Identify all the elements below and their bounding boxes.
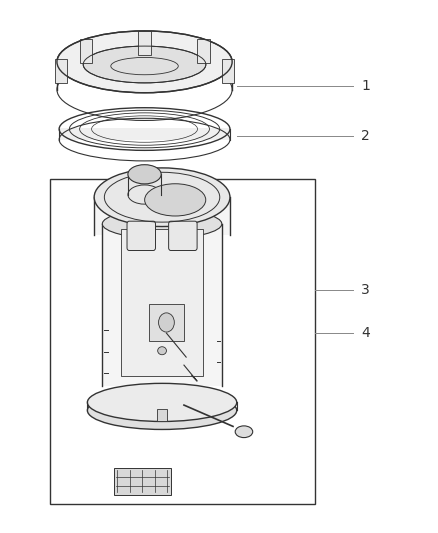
Circle shape (159, 313, 174, 332)
Ellipse shape (158, 346, 166, 355)
Ellipse shape (145, 184, 206, 216)
Ellipse shape (87, 391, 237, 430)
Text: 4: 4 (361, 326, 370, 340)
Bar (94, 197, 230, 235)
FancyBboxPatch shape (80, 39, 92, 63)
Ellipse shape (94, 168, 230, 227)
Ellipse shape (102, 209, 222, 239)
Text: 3: 3 (361, 284, 370, 297)
Ellipse shape (83, 46, 206, 83)
FancyBboxPatch shape (127, 221, 155, 251)
FancyBboxPatch shape (138, 31, 151, 55)
Text: 2: 2 (361, 129, 370, 143)
Ellipse shape (128, 165, 161, 184)
Bar (157, 409, 167, 421)
Ellipse shape (235, 426, 253, 438)
Bar (50, 179, 315, 504)
FancyBboxPatch shape (222, 59, 234, 83)
FancyBboxPatch shape (55, 59, 67, 83)
FancyBboxPatch shape (59, 128, 230, 140)
Bar (121, 229, 203, 376)
Bar (102, 224, 222, 386)
Bar (149, 304, 184, 341)
Ellipse shape (57, 31, 232, 93)
FancyBboxPatch shape (169, 221, 197, 251)
FancyBboxPatch shape (197, 39, 209, 63)
Ellipse shape (87, 383, 237, 422)
Bar (114, 468, 171, 495)
Text: 1: 1 (361, 79, 370, 93)
